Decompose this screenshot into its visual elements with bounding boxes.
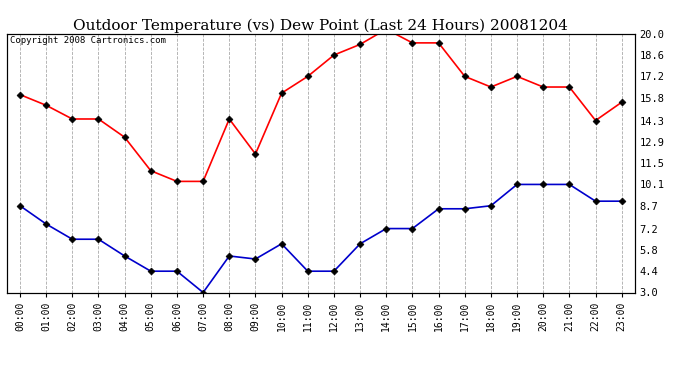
Title: Outdoor Temperature (vs) Dew Point (Last 24 Hours) 20081204: Outdoor Temperature (vs) Dew Point (Last… <box>73 18 569 33</box>
Text: Copyright 2008 Cartronics.com: Copyright 2008 Cartronics.com <box>10 36 166 45</box>
